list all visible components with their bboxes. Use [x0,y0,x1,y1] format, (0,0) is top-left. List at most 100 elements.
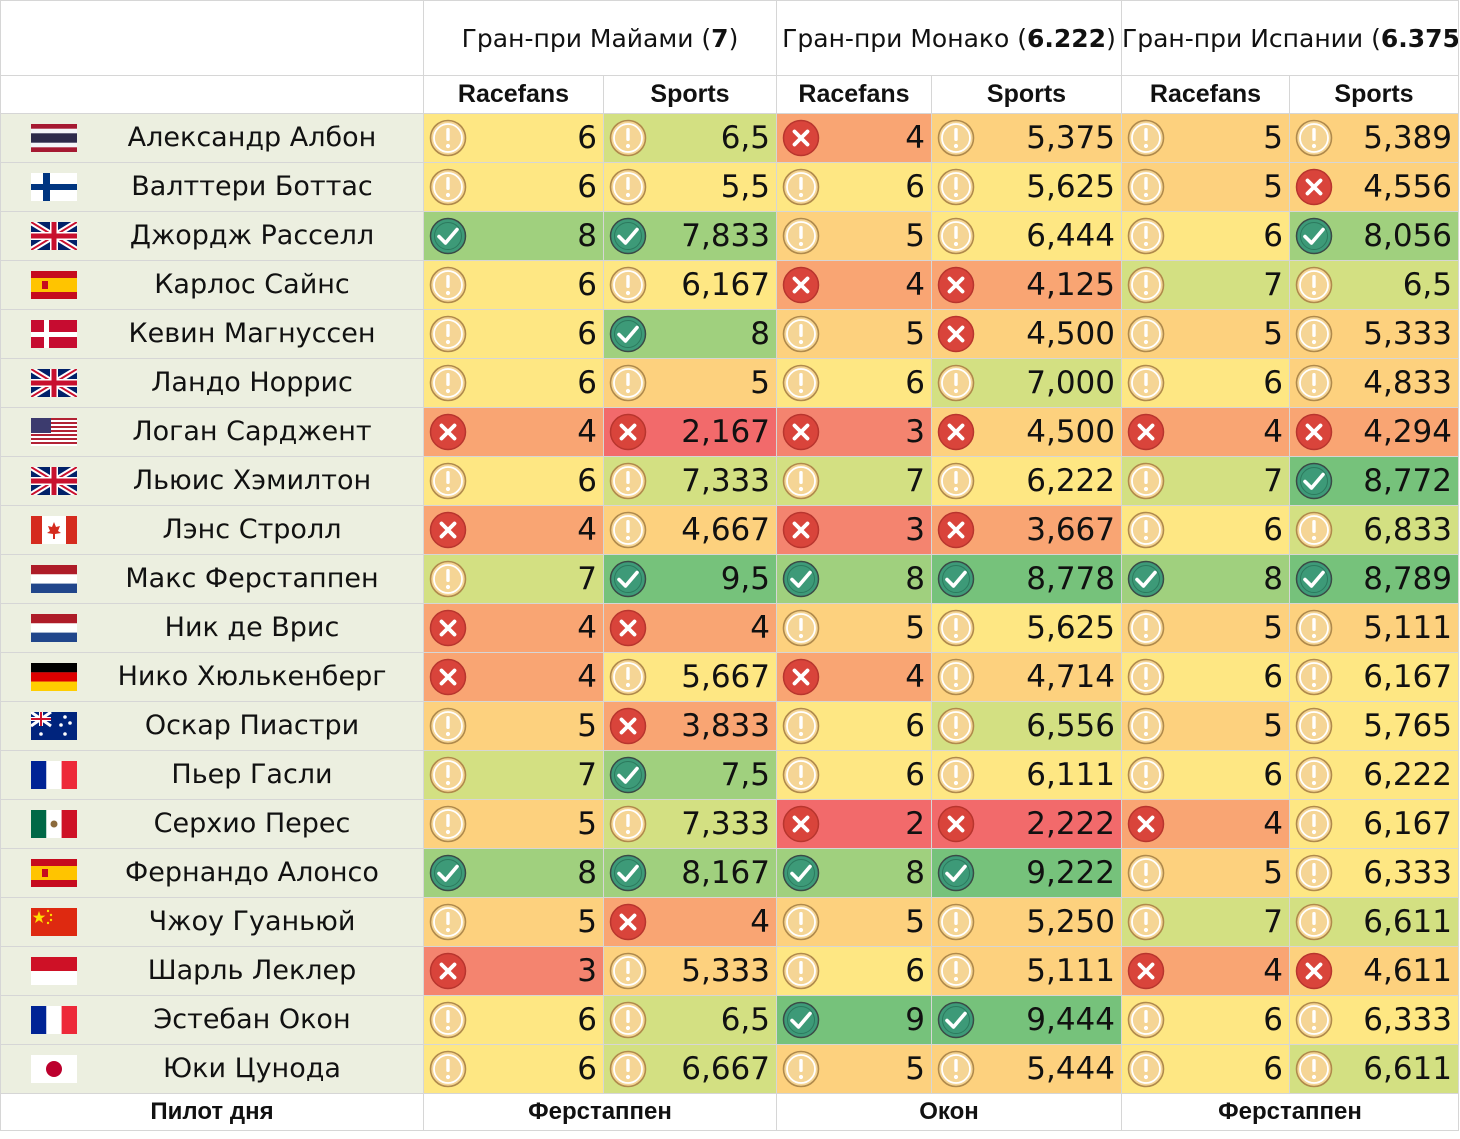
pilot-name-cell[interactable]: Ник де Врис [0,603,424,653]
score-cell-racefans[interactable]: 6 [776,946,932,996]
score-cell-sports[interactable]: 5,625 [931,603,1122,653]
score-cell-sports[interactable]: 4,125 [931,260,1122,310]
pilot-of-day-value[interactable]: Ферстаппен [1121,1093,1459,1131]
score-cell-sports[interactable]: 5 [603,358,777,408]
pilot-name-cell[interactable]: Джордж Расселл [0,211,424,261]
pilot-of-day-label[interactable]: Пилот дня [0,1093,424,1131]
score-cell-sports[interactable]: 8,789 [1289,554,1459,604]
score-cell-racefans[interactable]: 6 [1121,995,1290,1045]
score-cell-sports[interactable]: 6,333 [1289,848,1459,898]
score-cell-racefans[interactable]: 5 [776,897,932,947]
score-cell-racefans[interactable]: 5 [423,897,604,947]
score-cell-sports[interactable]: 4,556 [1289,162,1459,212]
pilot-name-cell[interactable]: Валттери Боттас [0,162,424,212]
score-cell-racefans[interactable]: 6 [776,750,932,800]
score-cell-racefans[interactable]: 9 [776,995,932,1045]
score-cell-sports[interactable]: 5,250 [931,897,1122,947]
score-cell-racefans[interactable]: 6 [1121,211,1290,261]
score-cell-racefans[interactable]: 5 [423,701,604,751]
pilot-name-cell[interactable]: Нико Хюлькенберг [0,652,424,702]
score-cell-racefans[interactable]: 5 [776,309,932,359]
pilot-name-cell[interactable]: Шарль Леклер [0,946,424,996]
score-cell-racefans[interactable]: 5 [1121,848,1290,898]
score-cell-racefans[interactable]: 5 [776,211,932,261]
pilot-name-cell[interactable]: Кевин Магнуссен [0,309,424,359]
score-cell-sports[interactable]: 9,222 [931,848,1122,898]
score-cell-racefans[interactable]: 4 [423,505,604,555]
score-cell-sports[interactable]: 9,444 [931,995,1122,1045]
score-cell-sports[interactable]: 6,222 [931,456,1122,506]
source-header-sports[interactable]: Sports [931,75,1122,114]
score-cell-sports[interactable]: 3,833 [603,701,777,751]
score-cell-sports[interactable]: 6,833 [1289,505,1459,555]
score-cell-racefans[interactable]: 6 [776,358,932,408]
score-cell-racefans[interactable]: 8 [423,211,604,261]
score-cell-sports[interactable]: 6,167 [1289,652,1459,702]
score-cell-racefans[interactable]: 6 [1121,505,1290,555]
score-cell-sports[interactable]: 7,333 [603,799,777,849]
score-cell-racefans[interactable]: 5 [776,1044,932,1094]
score-cell-sports[interactable]: 6,667 [603,1044,777,1094]
score-cell-racefans[interactable]: 2 [776,799,932,849]
score-cell-sports[interactable]: 8,056 [1289,211,1459,261]
score-cell-sports[interactable]: 6,611 [1289,1044,1459,1094]
score-cell-sports[interactable]: 4,500 [931,407,1122,457]
pilot-name-cell[interactable]: Ландо Норрис [0,358,424,408]
score-cell-sports[interactable]: 5,765 [1289,701,1459,751]
score-cell-racefans[interactable]: 5 [1121,162,1290,212]
score-cell-sports[interactable]: 5,5 [603,162,777,212]
score-cell-sports[interactable]: 6,5 [603,995,777,1045]
score-cell-sports[interactable]: 9,5 [603,554,777,604]
score-cell-racefans[interactable]: 8 [1121,554,1290,604]
score-cell-racefans[interactable]: 3 [776,407,932,457]
source-header-racefans[interactable]: Racefans [776,75,932,114]
score-cell-racefans[interactable]: 3 [423,946,604,996]
score-cell-racefans[interactable]: 6 [423,260,604,310]
score-cell-sports[interactable]: 4,611 [1289,946,1459,996]
score-cell-sports[interactable]: 4,500 [931,309,1122,359]
score-cell-racefans[interactable]: 5 [1121,603,1290,653]
source-header-racefans[interactable]: Racefans [1121,75,1290,114]
score-cell-sports[interactable]: 4 [603,897,777,947]
score-cell-sports[interactable]: 6,556 [931,701,1122,751]
pilot-name-cell[interactable]: Карлос Сайнс [0,260,424,310]
score-cell-sports[interactable]: 4,833 [1289,358,1459,408]
score-cell-racefans[interactable]: 5 [1121,701,1290,751]
score-cell-racefans[interactable]: 6 [423,995,604,1045]
score-cell-racefans[interactable]: 5 [423,799,604,849]
score-cell-sports[interactable]: 5,333 [603,946,777,996]
score-cell-racefans[interactable]: 4 [1121,407,1290,457]
score-cell-sports[interactable]: 6,5 [1289,260,1459,310]
pilot-name-cell[interactable]: Александр Албон [0,113,424,163]
pilot-name-cell[interactable]: Серхио Перес [0,799,424,849]
score-cell-racefans[interactable]: 5 [776,603,932,653]
score-cell-sports[interactable]: 5,667 [603,652,777,702]
score-cell-racefans[interactable]: 4 [776,652,932,702]
score-cell-racefans[interactable]: 8 [423,848,604,898]
score-cell-racefans[interactable]: 4 [423,603,604,653]
score-cell-sports[interactable]: 8,778 [931,554,1122,604]
score-cell-sports[interactable]: 5,333 [1289,309,1459,359]
score-cell-racefans[interactable]: 6 [423,309,604,359]
pilot-name-cell[interactable]: Пьер Гасли [0,750,424,800]
score-cell-sports[interactable]: 4 [603,603,777,653]
score-cell-sports[interactable]: 5,111 [931,946,1122,996]
score-cell-racefans[interactable]: 6 [1121,358,1290,408]
score-cell-racefans[interactable]: 7 [1121,456,1290,506]
score-cell-racefans[interactable]: 4 [423,652,604,702]
score-cell-sports[interactable]: 4,714 [931,652,1122,702]
score-cell-racefans[interactable]: 8 [776,848,932,898]
score-cell-sports[interactable]: 7,5 [603,750,777,800]
score-cell-racefans[interactable]: 7 [423,750,604,800]
source-header-sports[interactable]: Sports [1289,75,1459,114]
score-cell-racefans[interactable]: 6 [423,113,604,163]
score-cell-racefans[interactable]: 7 [423,554,604,604]
score-cell-racefans[interactable]: 6 [423,1044,604,1094]
score-cell-sports[interactable]: 6,611 [1289,897,1459,947]
score-cell-racefans[interactable]: 4 [776,113,932,163]
score-cell-sports[interactable]: 5,389 [1289,113,1459,163]
score-cell-racefans[interactable]: 6 [423,358,604,408]
pilot-name-cell[interactable]: Чжоу Гуаньюй [0,897,424,947]
pilot-of-day-value[interactable]: Ферстаппен [423,1093,777,1131]
score-cell-sports[interactable]: 6,167 [1289,799,1459,849]
